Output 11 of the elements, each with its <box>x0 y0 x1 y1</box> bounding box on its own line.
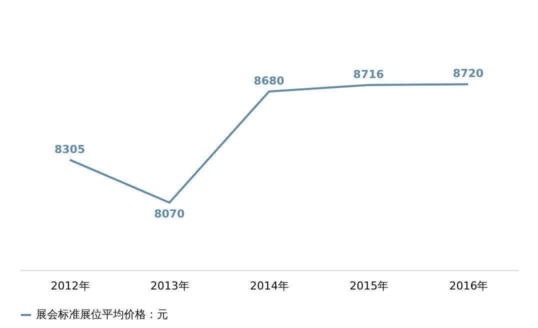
x-tick-label: 2013年 <box>150 280 190 292</box>
data-label: 8680 <box>254 74 285 88</box>
x-tick-label: 2015年 <box>350 280 389 292</box>
x-tick-label: 2012年 <box>50 280 90 292</box>
x-tick-label: 2014年 <box>250 280 289 292</box>
x-tick-label: 2016年 <box>449 280 488 292</box>
data-label: 8716 <box>353 68 384 81</box>
data-label: 8070 <box>154 208 186 221</box>
data-label: 8720 <box>452 67 484 80</box>
data-label: 8305 <box>54 142 86 156</box>
legend-label: 展会标准展位平均价格：元 <box>36 308 168 321</box>
